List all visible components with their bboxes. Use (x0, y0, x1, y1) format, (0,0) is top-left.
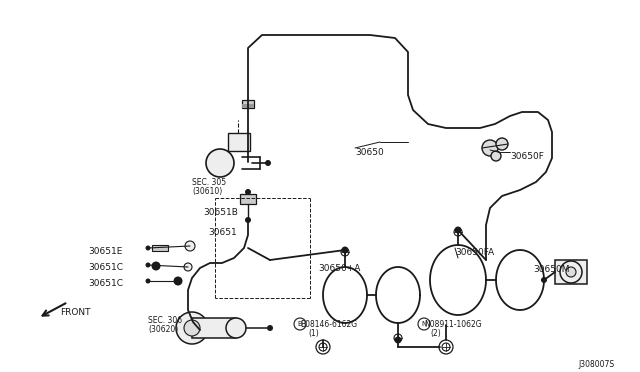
Text: B08146-6162G: B08146-6162G (300, 320, 357, 329)
Text: 30650: 30650 (355, 148, 384, 157)
Text: B: B (298, 321, 302, 327)
Circle shape (342, 247, 349, 253)
Circle shape (245, 217, 251, 223)
Circle shape (267, 325, 273, 331)
Circle shape (245, 189, 251, 195)
Text: (30610): (30610) (192, 187, 222, 196)
Circle shape (152, 262, 161, 270)
Circle shape (176, 312, 208, 344)
Circle shape (185, 241, 195, 251)
Text: FRONT: FRONT (60, 308, 90, 317)
Text: 30650M: 30650M (533, 265, 570, 274)
Bar (228, 133, 250, 151)
Text: 30651E: 30651E (88, 247, 122, 256)
Text: (1): (1) (308, 329, 319, 338)
Text: 30651B: 30651B (203, 208, 238, 217)
Text: 30650FA: 30650FA (455, 248, 494, 257)
Circle shape (265, 160, 271, 166)
Circle shape (454, 227, 461, 234)
Text: N: N (421, 321, 427, 327)
Bar (240, 194, 256, 204)
Circle shape (496, 138, 508, 150)
Bar (192, 318, 236, 338)
Text: SEC. 306: SEC. 306 (148, 316, 182, 325)
Circle shape (394, 337, 401, 343)
Bar (242, 100, 254, 108)
Circle shape (184, 320, 200, 336)
Text: (30620): (30620) (148, 325, 179, 334)
Text: 30651C: 30651C (88, 263, 123, 272)
Circle shape (206, 149, 234, 177)
Bar (152, 245, 168, 251)
Circle shape (145, 246, 150, 250)
Bar (242, 104, 254, 108)
Text: 30650F: 30650F (510, 152, 544, 161)
Text: N08911-1062G: N08911-1062G (424, 320, 482, 329)
Circle shape (560, 261, 582, 283)
Circle shape (184, 263, 192, 271)
Circle shape (541, 277, 547, 283)
Circle shape (482, 140, 498, 156)
Circle shape (145, 279, 150, 283)
Bar (555, 260, 587, 284)
Text: 30650+A: 30650+A (318, 264, 360, 273)
Text: 30651: 30651 (208, 228, 237, 237)
Circle shape (145, 263, 150, 267)
Circle shape (566, 267, 576, 277)
Circle shape (491, 151, 501, 161)
Text: J308007S: J308007S (578, 360, 614, 369)
Text: SEC. 305: SEC. 305 (192, 178, 226, 187)
Circle shape (226, 318, 246, 338)
Text: (2): (2) (430, 329, 441, 338)
Circle shape (173, 276, 182, 285)
Text: 30651C: 30651C (88, 279, 123, 288)
